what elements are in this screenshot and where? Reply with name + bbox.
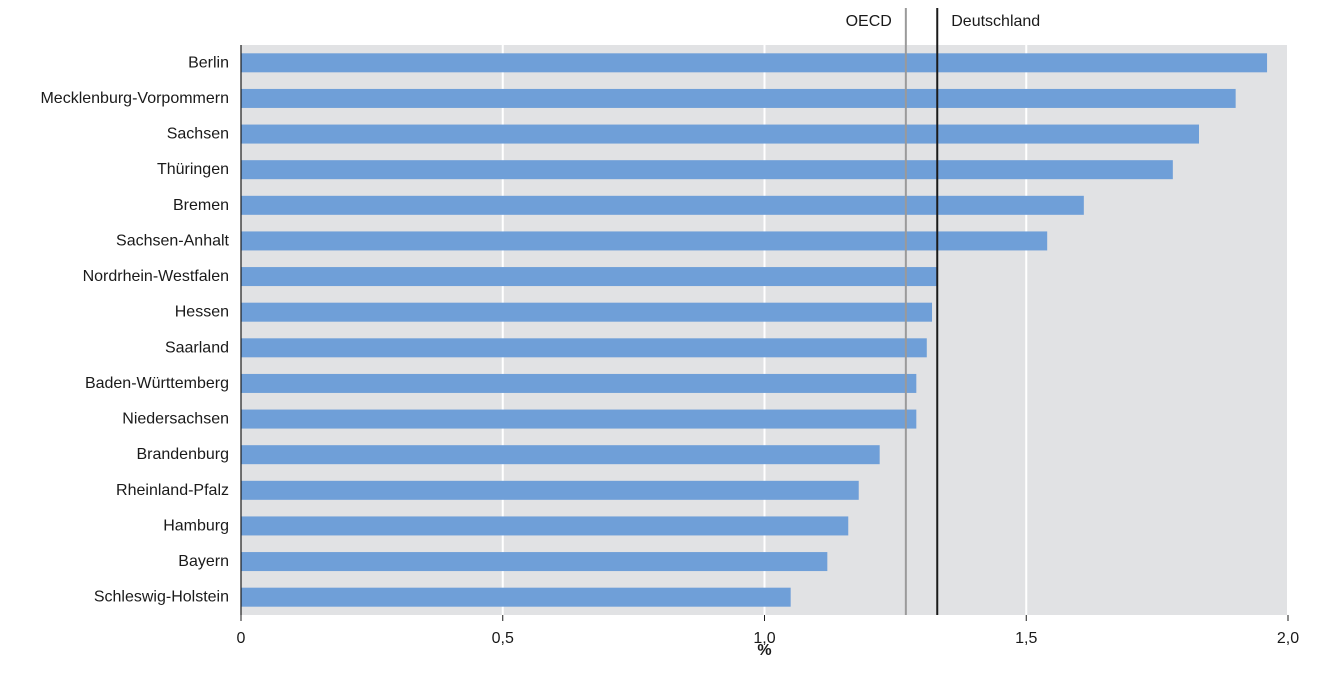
category-label: Bayern (178, 553, 229, 570)
category-label: Brandenburg (136, 446, 229, 463)
bar (241, 160, 1173, 180)
bar (241, 587, 791, 607)
x-axis-title: % (757, 642, 771, 659)
category-label: Rheinland-Pfalz (116, 482, 229, 499)
category-label: Sachsen (167, 126, 229, 143)
bar (241, 195, 1084, 215)
x-tick-label: 1,0 (753, 630, 775, 647)
bar (241, 88, 1236, 108)
bars (241, 53, 1268, 607)
bar (241, 373, 917, 393)
x-tick-label: 0,5 (492, 630, 514, 647)
x-tick-label: 0 (237, 630, 246, 647)
category-label: Berlin (188, 54, 229, 71)
bar (241, 231, 1048, 251)
bar (241, 480, 859, 500)
reference-line-label: OECD (846, 13, 892, 30)
x-tick-labels: 0 0,5 1,0 1,5 2,0 (237, 615, 1299, 647)
bar (241, 53, 1268, 73)
category-label: Hamburg (163, 517, 229, 534)
bar (241, 445, 880, 465)
bar (241, 338, 927, 358)
x-tick-label: 2,0 (1277, 630, 1299, 647)
category-label: Schleswig-Holstein (94, 589, 229, 606)
x-tick-label: 1,5 (1015, 630, 1037, 647)
reference-line-label: Deutschland (951, 13, 1040, 30)
bar (241, 124, 1200, 144)
category-label: Mecklenburg-Vorpommern (40, 90, 229, 107)
bar (241, 516, 849, 536)
reference-lines: OECD Deutschland (846, 8, 1040, 615)
category-labels: Berlin Mecklenburg-Vorpommern Sachsen Thüri… (40, 54, 229, 605)
category-label: Sachsen-Anhalt (116, 232, 230, 249)
category-label: Niedersachsen (122, 411, 229, 428)
category-label: Saarland (165, 339, 229, 356)
bar (241, 552, 828, 572)
bar (241, 409, 917, 429)
category-label: Nordrhein-Westfalen (83, 268, 229, 285)
category-label: Thüringen (157, 161, 229, 178)
category-label: Baden-Württemberg (85, 375, 229, 392)
category-label: Bremen (173, 197, 229, 214)
bar (241, 302, 933, 322)
category-label: Hessen (175, 304, 229, 321)
bar (241, 267, 938, 287)
